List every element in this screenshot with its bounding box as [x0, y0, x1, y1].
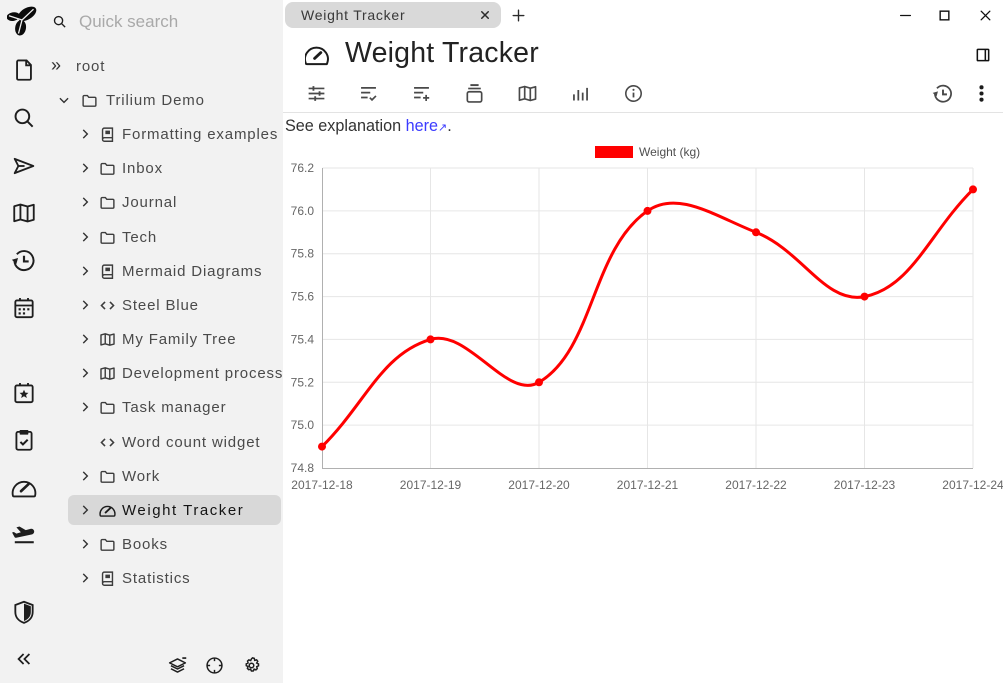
svg-text:2017-12-22: 2017-12-22: [725, 478, 787, 492]
svg-text:75.4: 75.4: [291, 332, 315, 346]
svg-text:2017-12-18: 2017-12-18: [291, 478, 353, 492]
svg-text:2017-12-24: 2017-12-24: [942, 478, 1003, 492]
svg-text:74.8: 74.8: [291, 461, 315, 475]
svg-text:2017-12-20: 2017-12-20: [508, 478, 570, 492]
svg-text:2017-12-19: 2017-12-19: [400, 478, 462, 492]
svg-text:Weight (kg): Weight (kg): [639, 145, 700, 159]
svg-text:76.0: 76.0: [291, 204, 315, 218]
svg-text:2017-12-23: 2017-12-23: [834, 478, 896, 492]
svg-text:75.6: 75.6: [291, 290, 315, 304]
svg-text:75.8: 75.8: [291, 247, 315, 261]
svg-text:75.0: 75.0: [291, 418, 315, 432]
svg-text:75.2: 75.2: [291, 375, 315, 389]
svg-text:2017-12-21: 2017-12-21: [617, 478, 679, 492]
svg-text:76.2: 76.2: [291, 161, 315, 175]
